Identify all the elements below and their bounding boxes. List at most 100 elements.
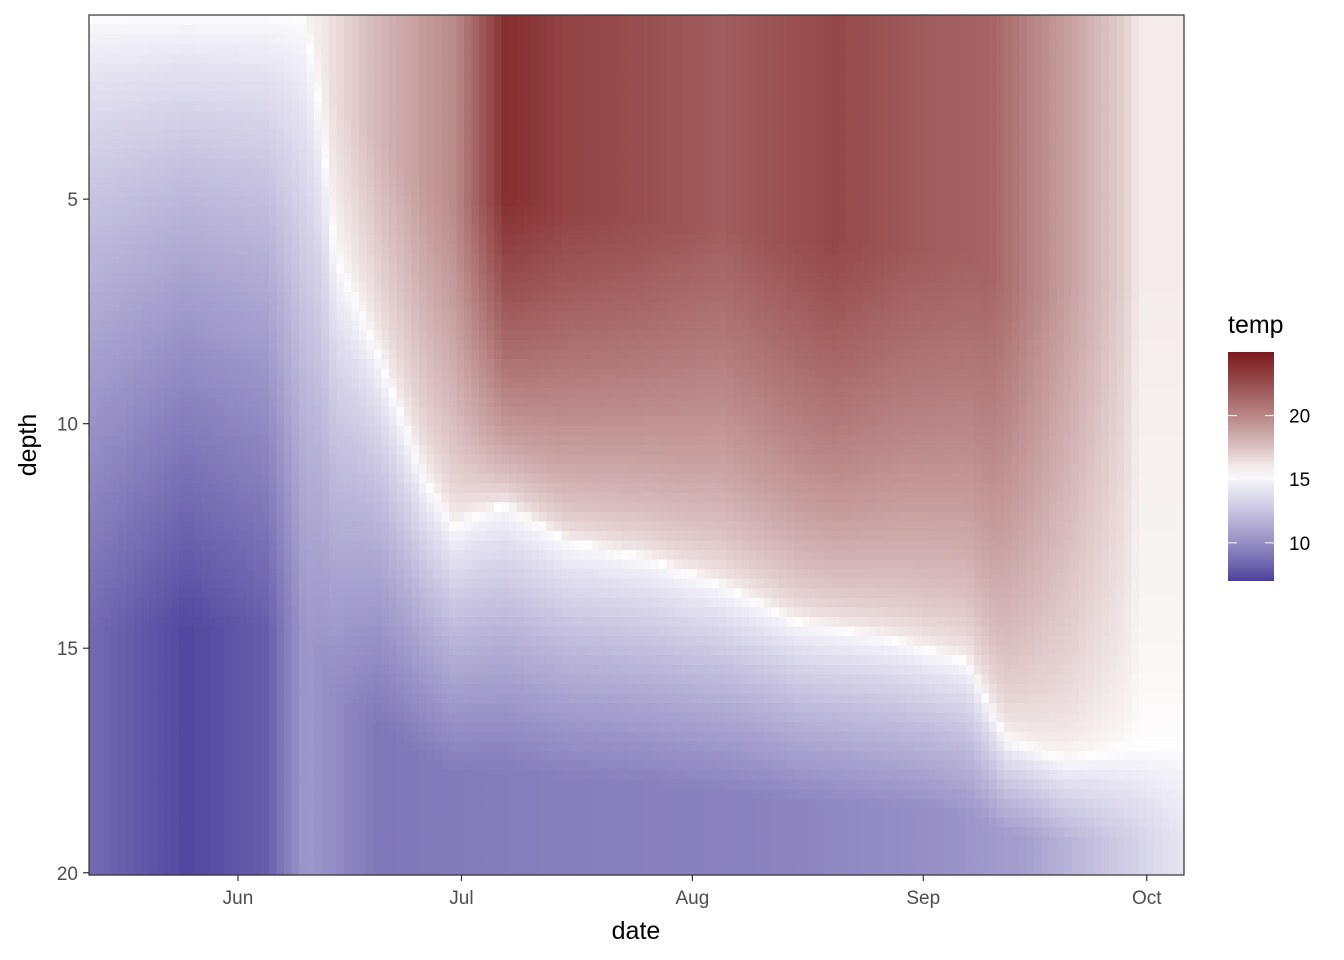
heatmap-cell <box>351 760 360 771</box>
heatmap-cell <box>456 43 465 54</box>
heatmap-cell <box>306 636 315 647</box>
heatmap-cell <box>231 187 240 198</box>
heatmap-cell <box>419 760 428 771</box>
heatmap-cell <box>209 311 218 322</box>
heatmap-cell <box>89 273 98 284</box>
heatmap-cell <box>111 387 120 398</box>
heatmap-cell <box>111 655 120 666</box>
heatmap-cell <box>216 244 225 255</box>
heatmap-cell <box>224 397 233 408</box>
heatmap-cell <box>111 540 120 551</box>
heatmap-cell <box>389 789 398 800</box>
heatmap-cell <box>261 282 270 293</box>
heatmap-cell <box>89 43 98 54</box>
heatmap-cell <box>239 569 248 580</box>
heatmap-cell <box>164 129 173 140</box>
heatmap-cell <box>216 521 225 532</box>
heatmap-cell <box>299 435 308 446</box>
heatmap-cell <box>479 712 488 723</box>
heatmap-cell <box>104 741 113 752</box>
heatmap-cell <box>329 206 338 217</box>
heatmap-cell <box>119 244 128 255</box>
heatmap-cell <box>419 626 428 637</box>
heatmap-cell <box>209 215 218 226</box>
heatmap-cell <box>239 148 248 159</box>
heatmap-cell <box>351 215 360 226</box>
heatmap-cell <box>134 817 143 828</box>
heatmap-cell <box>149 483 158 494</box>
heatmap-cell <box>456 273 465 284</box>
heatmap-cell <box>254 425 263 437</box>
heatmap-cell <box>351 798 360 809</box>
heatmap-cell <box>359 244 368 255</box>
heatmap-cell <box>441 187 450 198</box>
heatmap-cell <box>119 617 128 628</box>
heatmap-cell <box>126 550 135 561</box>
heatmap-cell <box>89 339 98 351</box>
heatmap-cell <box>366 397 375 408</box>
heatmap-cell <box>494 827 503 838</box>
heatmap-cell <box>119 808 128 819</box>
heatmap-cell <box>411 72 420 83</box>
heatmap-cell <box>501 53 510 64</box>
heatmap-cell <box>411 406 420 417</box>
heatmap-cell <box>104 722 113 733</box>
heatmap-cell <box>126 72 135 83</box>
heatmap-cell <box>119 215 128 226</box>
heatmap-cell <box>321 559 330 570</box>
heatmap-cell <box>209 349 218 360</box>
heatmap-cell <box>329 645 338 656</box>
heatmap-cell <box>164 53 173 64</box>
heatmap-cell <box>434 760 443 771</box>
heatmap-cell <box>336 311 345 322</box>
heatmap-cell <box>329 320 338 331</box>
heatmap-cell <box>186 569 195 580</box>
heatmap-cell <box>434 445 443 456</box>
heatmap-cell <box>351 693 360 704</box>
heatmap-cell <box>396 607 405 618</box>
heatmap-cell <box>171 502 180 513</box>
heatmap-cell <box>186 101 195 112</box>
heatmap-cell <box>201 416 210 427</box>
heatmap-cell <box>171 865 180 876</box>
heatmap-cell <box>96 282 105 293</box>
heatmap-cell <box>434 378 443 389</box>
heatmap-cell <box>419 158 428 169</box>
heatmap-cell <box>471 425 480 437</box>
heatmap-cell <box>314 177 323 188</box>
heatmap-cell <box>171 339 180 351</box>
heatmap-cell <box>314 187 323 198</box>
heatmap-cell <box>501 330 510 341</box>
heatmap-cell <box>479 865 488 876</box>
heatmap-cell <box>231 148 240 159</box>
heatmap-cell <box>434 196 443 207</box>
heatmap-cell <box>134 215 143 226</box>
heatmap-cell <box>89 53 98 64</box>
heatmap-cell <box>404 339 413 351</box>
heatmap-cell <box>366 339 375 351</box>
heatmap-cell <box>216 502 225 513</box>
heatmap-cell <box>284 62 293 73</box>
heatmap-cell <box>471 855 480 867</box>
heatmap-cell <box>419 435 428 446</box>
heatmap-cell <box>89 292 98 303</box>
heatmap-cell <box>149 531 158 542</box>
heatmap-cell <box>359 511 368 523</box>
heatmap-cell <box>299 626 308 637</box>
heatmap-cell <box>171 855 180 867</box>
heatmap-cell <box>231 655 240 666</box>
heatmap-cell <box>351 435 360 446</box>
heatmap-cell <box>246 617 255 628</box>
heatmap-cell <box>89 731 98 742</box>
heatmap-cell <box>434 15 443 26</box>
heatmap-cell <box>299 703 308 714</box>
heatmap-cell <box>134 464 143 475</box>
heatmap-cell <box>389 397 398 408</box>
heatmap-cell <box>239 617 248 628</box>
heatmap-cell <box>96 597 105 609</box>
heatmap-cell <box>149 368 158 379</box>
heatmap-cell <box>209 292 218 303</box>
heatmap-cell <box>426 750 435 761</box>
heatmap-cell <box>276 502 285 513</box>
heatmap-cell <box>419 473 428 484</box>
